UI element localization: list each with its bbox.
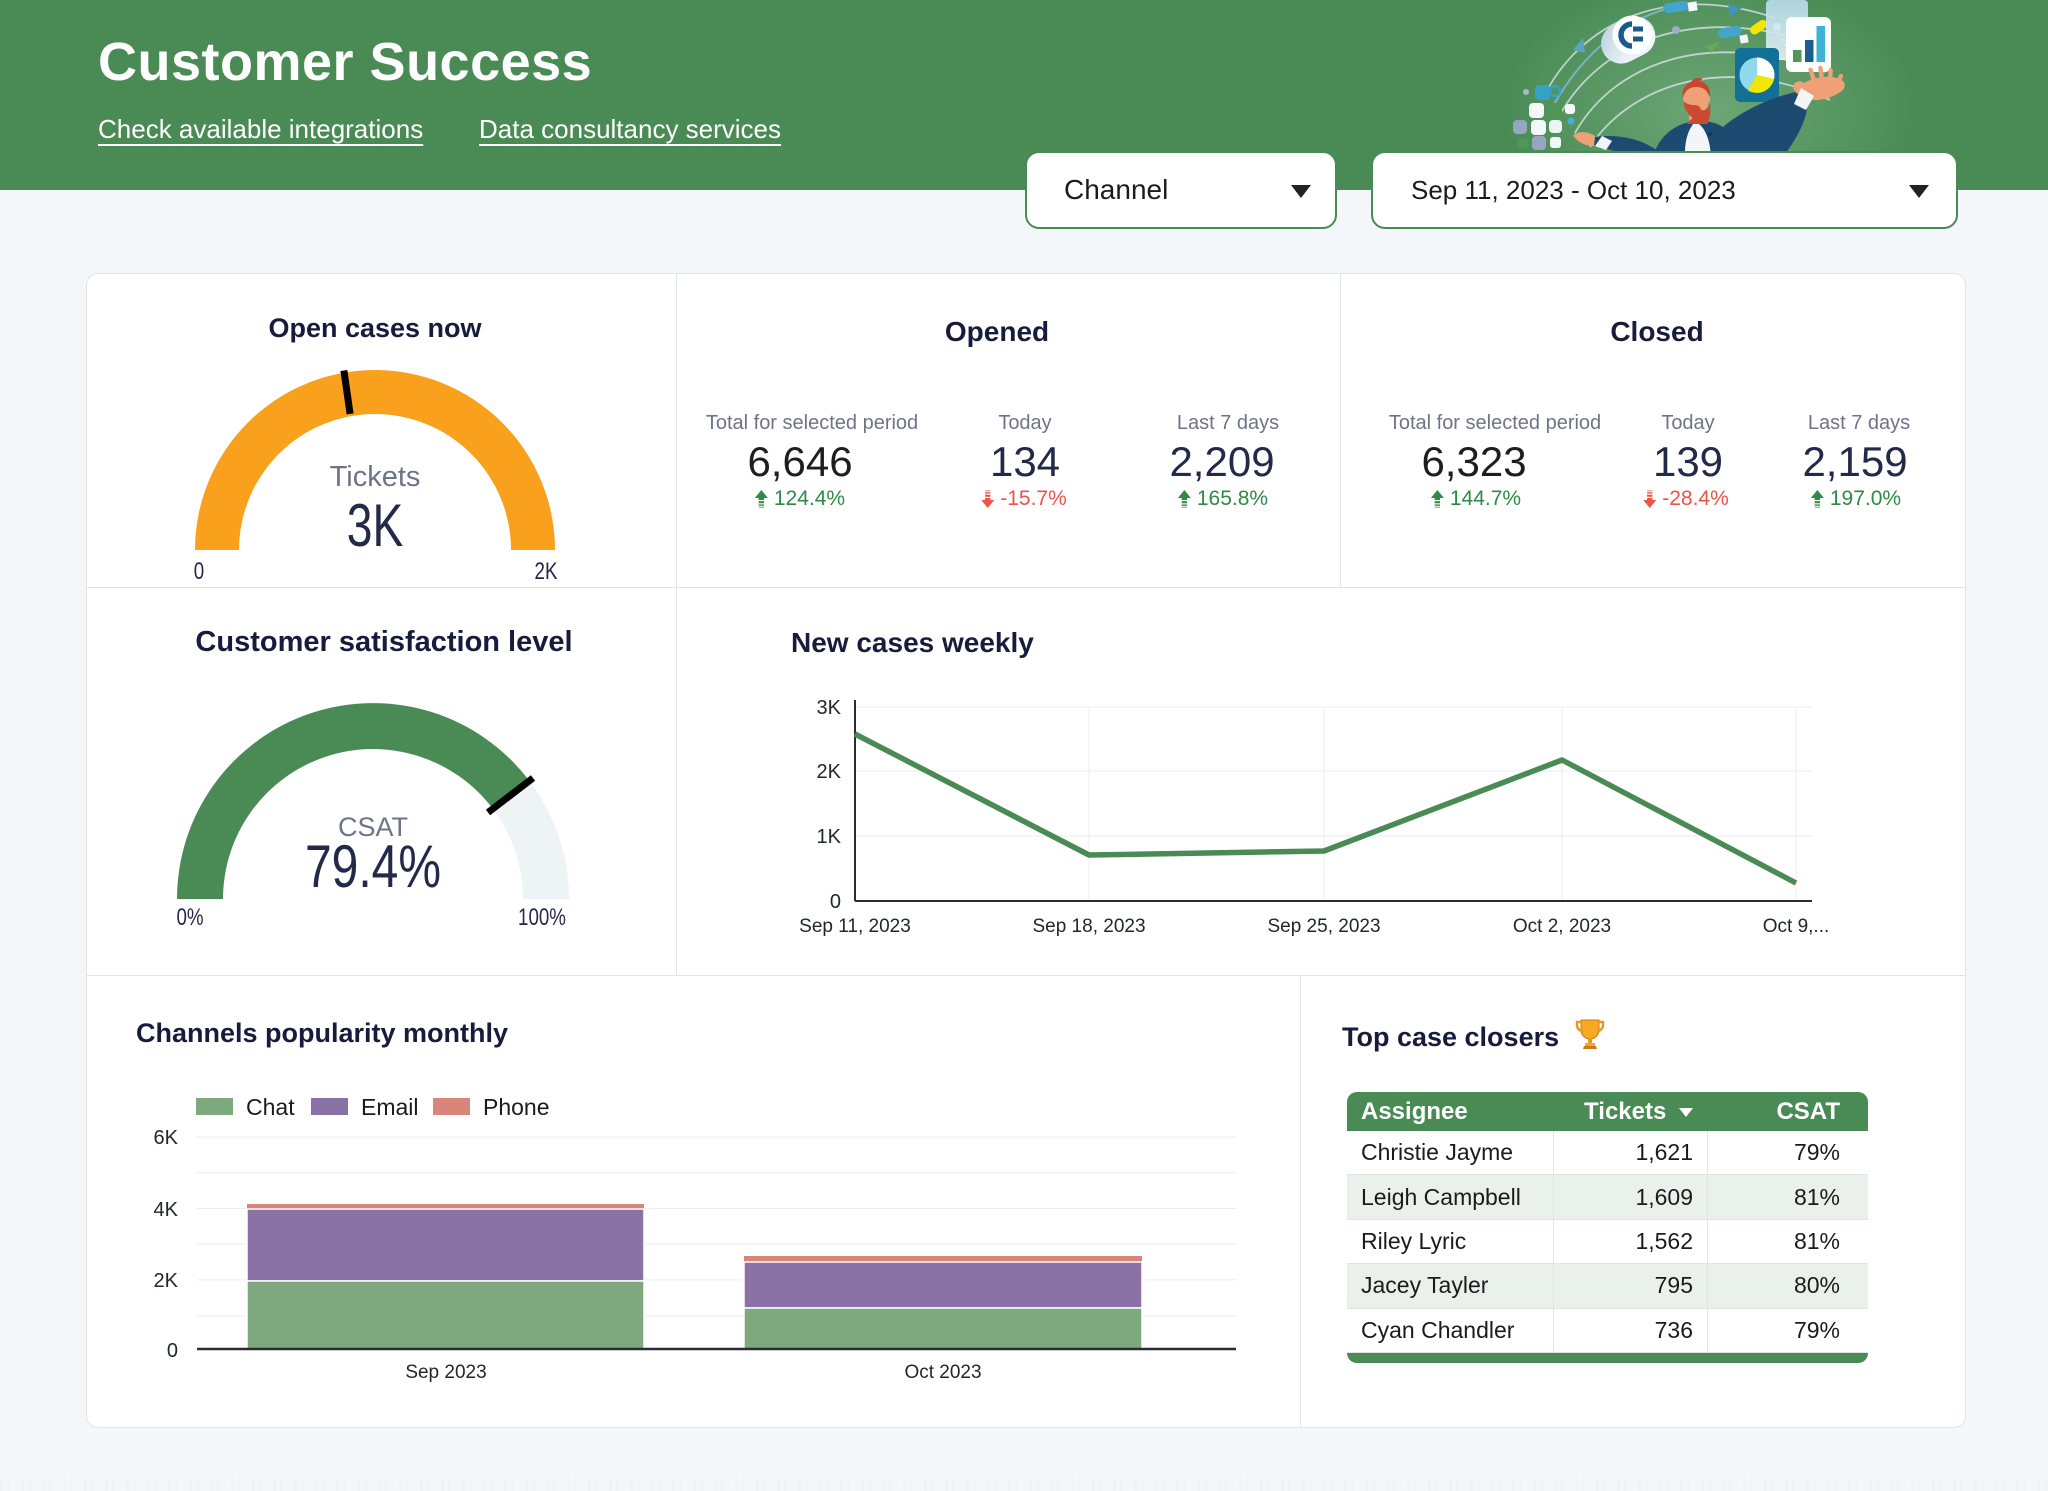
svg-text:Phone: Phone xyxy=(483,1094,550,1120)
svg-text:Sep 18, 2023: Sep 18, 2023 xyxy=(1032,916,1145,937)
svg-text:Sep 2023: Sep 2023 xyxy=(405,1362,486,1383)
svg-text:2K: 2K xyxy=(154,1270,179,1292)
svg-text:Oct 2023: Oct 2023 xyxy=(904,1362,981,1383)
svg-text:Oct 2, 2023: Oct 2, 2023 xyxy=(1513,916,1611,937)
svg-text:Email: Email xyxy=(361,1094,419,1120)
svg-text:1K: 1K xyxy=(817,826,842,848)
svg-text:0: 0 xyxy=(167,1340,178,1362)
svg-text:2K: 2K xyxy=(817,761,842,783)
svg-text:4K: 4K xyxy=(154,1199,179,1221)
svg-text:Sep 11, 2023: Sep 11, 2023 xyxy=(799,916,911,937)
svg-text:Sep 25, 2023: Sep 25, 2023 xyxy=(1267,916,1380,937)
svg-text:Oct 9,...: Oct 9,... xyxy=(1763,916,1830,937)
svg-text:0: 0 xyxy=(830,891,841,913)
svg-text:3K: 3K xyxy=(817,697,842,719)
svg-text:6K: 6K xyxy=(154,1127,179,1149)
svg-text:Chat: Chat xyxy=(246,1094,295,1120)
